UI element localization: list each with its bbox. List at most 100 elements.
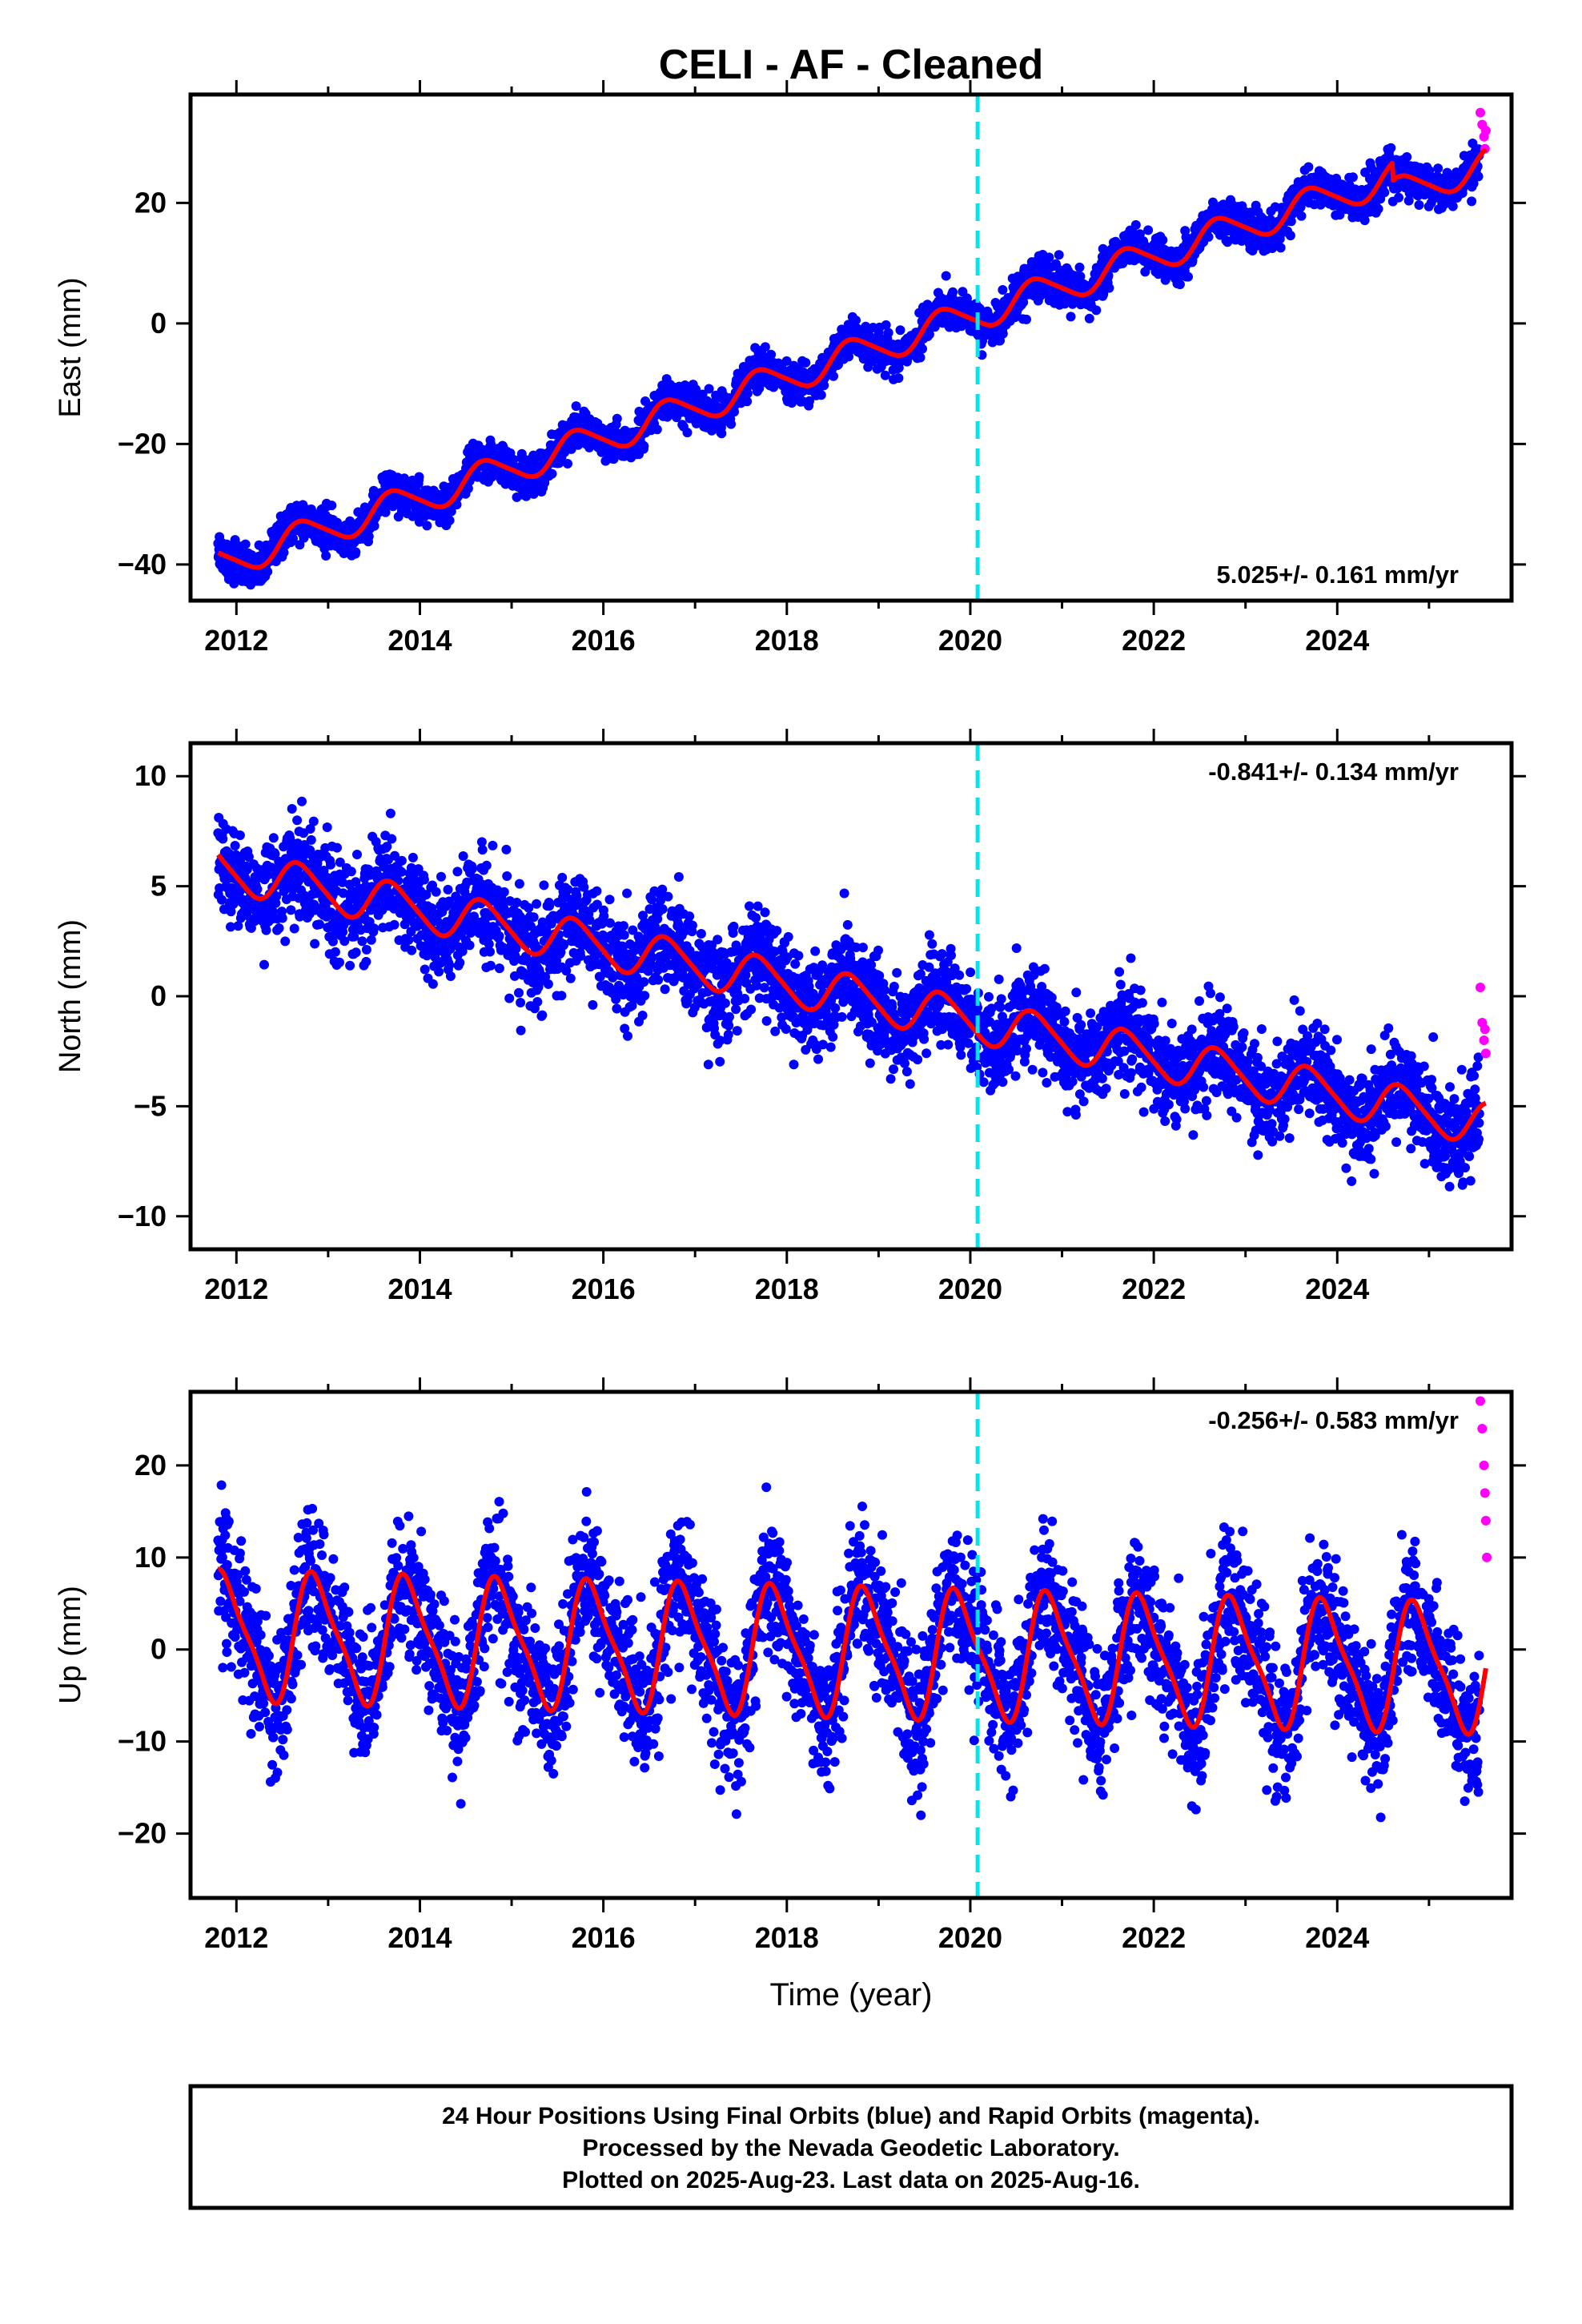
east-final-point — [486, 440, 496, 450]
east-final-point — [704, 384, 714, 394]
east-final-point — [1022, 314, 1031, 324]
east-final-point — [1394, 192, 1403, 203]
east-final-point — [893, 373, 904, 384]
east-final-point — [1174, 279, 1185, 290]
east-final-point — [1447, 201, 1458, 211]
east-final-point — [717, 428, 727, 439]
east-final-point — [351, 547, 361, 557]
east-y-axis-label: East (mm) — [54, 277, 87, 417]
north-final-point — [464, 940, 475, 951]
east-final-point — [760, 342, 770, 352]
north-final-point — [434, 967, 444, 977]
north-final-point — [452, 866, 463, 877]
north-final-point — [494, 931, 504, 941]
east-final-point — [279, 547, 289, 557]
east-final-point — [998, 285, 1008, 295]
east-x-tick-label: 2018 — [755, 624, 819, 657]
north-final-point — [287, 804, 297, 814]
north-final-point — [618, 921, 628, 931]
north-final-point — [605, 918, 615, 928]
north-final-point — [612, 1003, 622, 1014]
north-final-point — [499, 887, 509, 897]
north-final-point — [502, 871, 512, 881]
north-final-point — [565, 973, 576, 983]
east-final-point — [1296, 211, 1307, 221]
north-final-point — [292, 815, 303, 826]
east-x-tick-label: 2020 — [938, 624, 1002, 657]
north-final-point — [361, 944, 371, 955]
north-final-point — [537, 1010, 548, 1020]
north-final-point — [516, 998, 526, 1007]
north-final-point — [619, 930, 629, 940]
north-final-point — [396, 866, 407, 877]
east-final-point — [1467, 196, 1477, 207]
north-final-point — [444, 960, 455, 971]
north-final-point — [310, 939, 320, 949]
east-final-point — [829, 371, 838, 381]
east-final-point — [1379, 187, 1390, 198]
north-final-point — [349, 931, 359, 942]
east-final-point — [1433, 163, 1443, 174]
north-final-point — [218, 834, 228, 844]
east-final-point — [819, 380, 829, 391]
north-final-point — [588, 999, 598, 1010]
east-final-point — [1066, 312, 1076, 322]
east-final-point — [881, 320, 891, 330]
north-final-point — [445, 971, 456, 981]
north-final-point — [322, 822, 332, 832]
east-plot-area — [213, 107, 1491, 590]
north-final-point — [485, 947, 495, 957]
east-final-point — [1402, 152, 1412, 162]
east-final-point — [766, 349, 777, 360]
east-final-point — [805, 396, 814, 406]
east-final-point — [1386, 143, 1396, 153]
north-final-point — [404, 935, 414, 945]
north-final-point — [330, 947, 340, 957]
east-final-point — [998, 328, 1008, 339]
east-final-point — [639, 441, 649, 451]
east-final-point — [1285, 231, 1295, 241]
east-final-point — [1091, 305, 1102, 316]
north-final-point — [467, 864, 477, 875]
east-x-tick-label: 2016 — [572, 624, 636, 657]
east-final-point — [1054, 250, 1064, 260]
north-final-point — [315, 919, 324, 930]
east-x-tick-label: 2022 — [1122, 624, 1186, 657]
north-final-point — [501, 844, 512, 854]
north-final-point — [420, 964, 430, 975]
north-final-point — [286, 905, 296, 915]
north-final-point — [308, 816, 319, 826]
north-final-point — [346, 866, 356, 877]
east-final-point — [742, 396, 753, 407]
north-final-point — [516, 1025, 526, 1035]
east-final-point — [508, 454, 519, 464]
north-final-point — [428, 979, 438, 989]
north-final-point — [261, 925, 271, 935]
east-final-point — [880, 370, 890, 380]
east-final-point — [321, 551, 331, 561]
north-final-point — [252, 884, 263, 895]
east-y-tick-label: 20 — [135, 186, 167, 219]
north-final-point — [455, 958, 465, 968]
east-final-point — [816, 390, 826, 400]
east-final-point — [363, 531, 374, 541]
east-rate-label: 5.025+/- 0.161 mm/yr — [1217, 561, 1459, 589]
north-final-point — [259, 959, 269, 970]
north-final-point — [539, 880, 549, 891]
east-final-point — [652, 424, 662, 435]
north-final-point — [543, 979, 553, 989]
east-final-point — [1303, 162, 1314, 172]
east-x-tick-label: 2024 — [1305, 624, 1369, 657]
north-final-point — [407, 945, 417, 955]
north-final-point — [332, 842, 342, 853]
north-final-point — [477, 845, 488, 855]
east-rapid-point — [1480, 126, 1491, 136]
north-final-point — [351, 947, 361, 958]
east-final-point — [787, 398, 797, 408]
east-panel: 2012 2014 2016 2018 2020 2022 2024−40−20020Eas… — [54, 80, 1526, 657]
east-final-point — [754, 383, 765, 393]
north-final-point — [280, 936, 291, 947]
east-x-tick-label: 2012 — [204, 624, 268, 657]
north-final-point — [230, 841, 240, 850]
